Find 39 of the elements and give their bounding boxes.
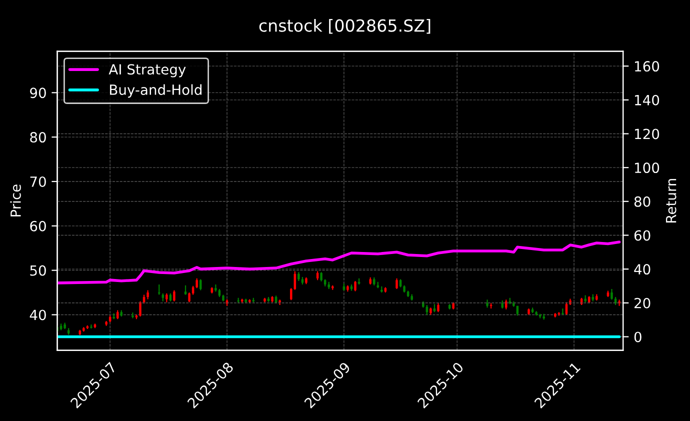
y2-tick-label: 60 [634, 230, 650, 241]
candlestick [199, 278, 202, 291]
y2-tick-label: 20 [634, 298, 650, 308]
candlestick [565, 302, 568, 316]
y2-tick-label: 140 [635, 94, 660, 106]
y-tick-label: 60 [30, 220, 46, 232]
candlestick [196, 278, 198, 289]
candlestick [90, 324, 92, 330]
candlestick [426, 304, 428, 316]
y2-tick-label: 120 [635, 128, 660, 140]
y-tick-label: 80 [30, 132, 46, 143]
candlestick [562, 308, 564, 316]
y2-tick-label: 160 [635, 61, 660, 72]
y2-tick-label: 40 [634, 264, 650, 275]
candlestick [505, 299, 508, 310]
line-series [57, 240, 621, 284]
y2-tick-label: 0 [634, 332, 642, 342]
y-tick-label: 50 [30, 265, 46, 276]
legend-label: AI Strategy [108, 64, 186, 78]
candlestick [158, 284, 160, 296]
y2-axis-title: Return [666, 178, 676, 222]
y-tick-label: 70 [30, 176, 46, 187]
candlestick [139, 300, 142, 318]
y-axis-title: Price [10, 184, 21, 216]
candlestick [354, 280, 356, 292]
candlestick [610, 288, 613, 300]
candlestick [396, 278, 398, 290]
y-tick-label: 90 [30, 88, 46, 98]
chart-title: cnstock [002865.SZ] [259, 18, 430, 34]
y2-tick-label: 80 [634, 196, 650, 207]
candlestick [320, 272, 322, 282]
y-tick-label: 40 [30, 310, 46, 320]
candlestick [184, 284, 187, 296]
candlestick [290, 288, 292, 301]
candlestick [132, 312, 134, 319]
legend-label: Buy-and-Hold [110, 84, 202, 98]
candlestick [173, 290, 176, 302]
candlestick [188, 292, 190, 303]
y2-tick-label: 100 [635, 162, 660, 174]
